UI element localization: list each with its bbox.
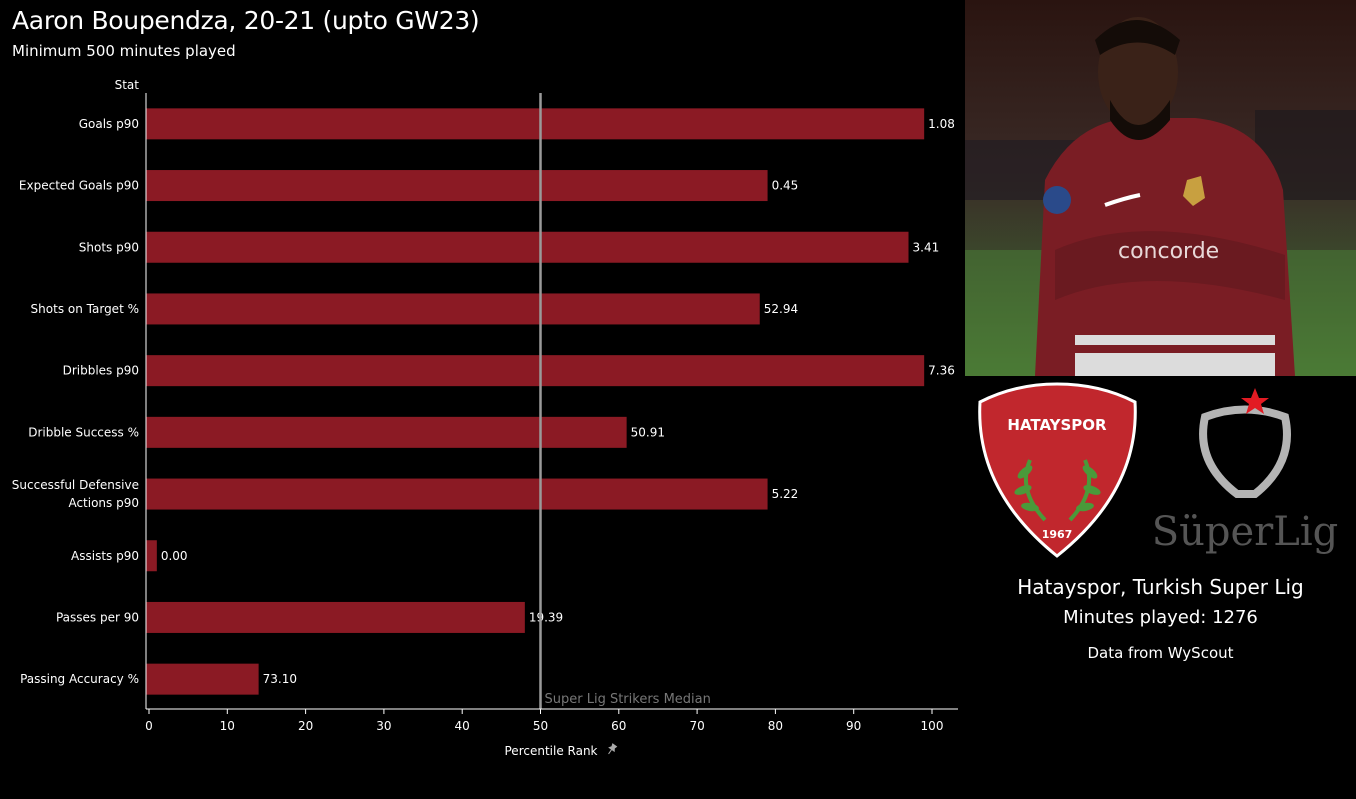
x-tick-label: 30 [376, 719, 391, 733]
svg-text:HATAYSPOR: HATAYSPOR [1007, 416, 1107, 434]
category-label: Passes per 90 [56, 610, 139, 624]
data-label: 7.36 [928, 364, 955, 378]
data-label: 73.10 [263, 672, 297, 686]
x-tick-label: 50 [533, 719, 548, 733]
club-league-text: Hatayspor, Turkish Super Lig [1017, 575, 1304, 599]
player-photo: concorde [965, 0, 1356, 376]
bar-2 [146, 231, 909, 263]
data-source-text: Data from WyScout [1087, 644, 1234, 662]
hatayspor-logo: HATAYSPOR 1967 [978, 382, 1137, 558]
data-label: 0.00 [161, 549, 188, 563]
chart-title: Aaron Boupendza, 20-21 (upto GW23) [12, 6, 480, 35]
pin-icon[interactable] [605, 743, 618, 757]
x-axis-title: Percentile Rank [505, 744, 598, 758]
bar-8 [146, 601, 525, 633]
data-label: 19.39 [529, 610, 563, 624]
x-tick-label: 10 [220, 719, 235, 733]
data-label: 50.91 [631, 425, 665, 439]
category-label: Dribble Success % [28, 425, 139, 439]
row-header: Stat [115, 78, 140, 92]
bar-1 [146, 170, 768, 202]
x-tick-label: 60 [611, 719, 626, 733]
data-label: 5.22 [772, 487, 799, 501]
svg-text:1967: 1967 [1042, 528, 1073, 541]
category-label: Shots on Target % [31, 302, 139, 316]
data-label: 3.41 [913, 240, 940, 254]
bar-6 [146, 478, 768, 510]
bar-chart: Stat 1.08 Goals p90 0.45 Expected Goals p90 3… [12, 78, 958, 758]
svg-text:concorde: concorde [1118, 239, 1219, 264]
bar-5 [146, 416, 627, 448]
x-tick-label: 100 [921, 719, 944, 733]
chart-subtitle: Minimum 500 minutes played [12, 42, 236, 60]
bar-3 [146, 293, 760, 325]
bar-4 [146, 355, 925, 387]
category-label: Successful Defensive Actions p90 [12, 478, 139, 510]
superlig-logo: SüperLig [1152, 388, 1339, 555]
category-label: Shots p90 [79, 240, 139, 254]
bar-0 [146, 108, 925, 140]
category-label: Passing Accuracy % [20, 672, 139, 686]
data-label: 52.94 [764, 302, 798, 316]
median-label: Super Lig Strikers Median [545, 692, 711, 707]
category-label: Expected Goals p90 [19, 179, 139, 193]
x-tick-label: 80 [768, 719, 783, 733]
category-label: Dribbles p90 [63, 364, 139, 378]
x-tick-label: 90 [846, 719, 861, 733]
data-label: 0.45 [772, 179, 799, 193]
minutes-played-text: Minutes played: 1276 [1063, 607, 1258, 628]
bar-7 [146, 540, 157, 572]
x-tick-label: 20 [298, 719, 313, 733]
category-label: Assists p90 [71, 549, 139, 563]
bar-9 [146, 663, 259, 695]
category-label: Goals p90 [79, 117, 139, 131]
svg-text:SüperLig: SüperLig [1152, 509, 1339, 555]
data-label: 1.08 [928, 117, 955, 131]
x-tick-label: 0 [145, 719, 153, 733]
x-tick-label: 70 [689, 719, 704, 733]
x-tick-label: 40 [455, 719, 470, 733]
